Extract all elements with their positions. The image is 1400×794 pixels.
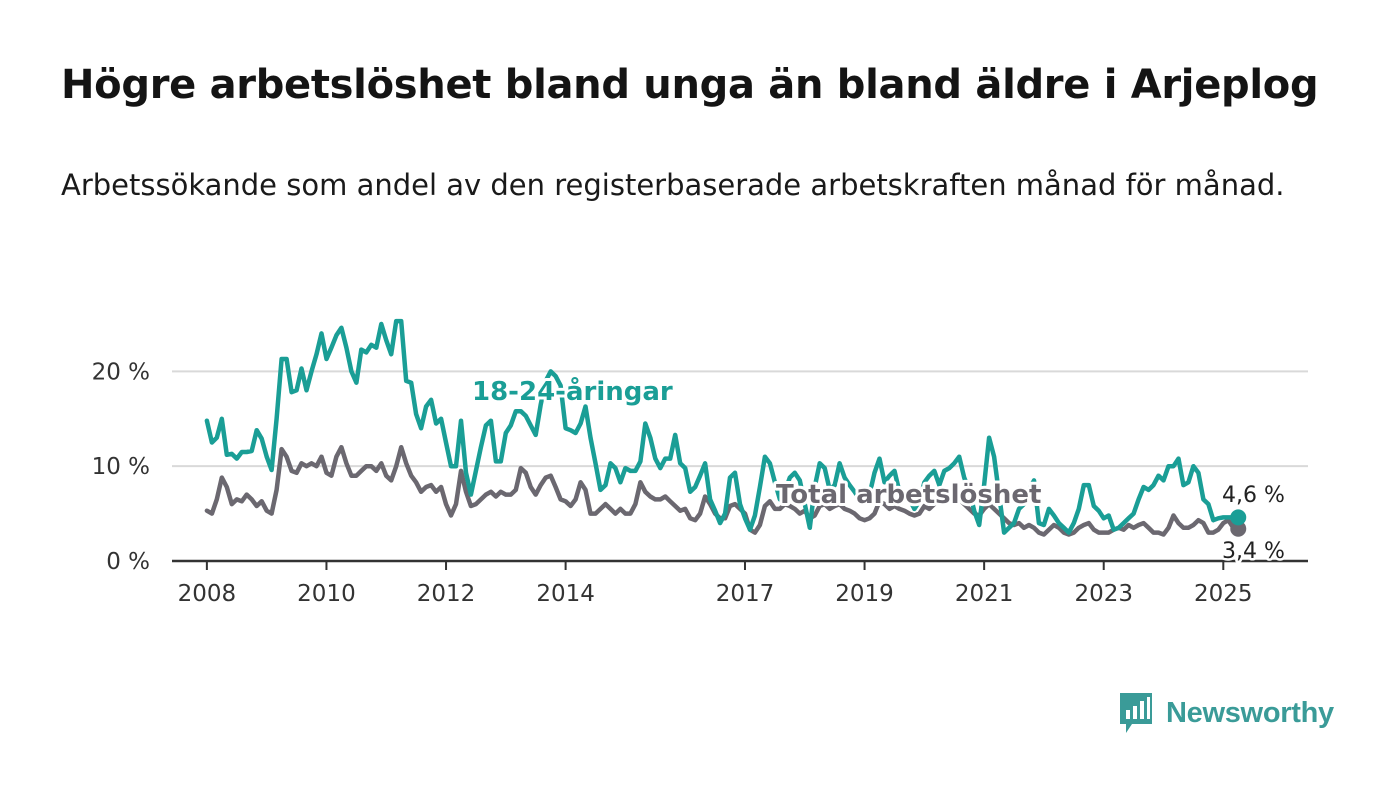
end-label-total: 3,4 % bbox=[1222, 539, 1285, 564]
brand-name: Newsworthy bbox=[1166, 696, 1334, 729]
x-tick-label: 2019 bbox=[835, 581, 894, 607]
series-label-youth: 18-24-åringar bbox=[472, 375, 673, 407]
x-tick-label: 2010 bbox=[297, 581, 356, 607]
x-axis-ticks: 2008 2010 2012 2014 2017 2019 2021 2023 2025 bbox=[172, 559, 1308, 607]
x-tick-label: 2017 bbox=[716, 581, 775, 607]
x-tick-label: 2021 bbox=[955, 581, 1014, 607]
end-point-total bbox=[1230, 520, 1247, 537]
x-tick-label: 2025 bbox=[1194, 581, 1253, 607]
gridlines bbox=[172, 370, 1308, 468]
series-lines bbox=[204, 318, 1247, 537]
page-title: Högre arbetslöshet bland unga än bland ä… bbox=[61, 62, 1319, 108]
series-line-youth bbox=[204, 318, 1241, 535]
end-point-youth bbox=[1230, 509, 1247, 526]
x-tick-label: 2008 bbox=[178, 581, 237, 607]
x-tick-label: 2014 bbox=[536, 581, 595, 607]
series-labels: 18-24-åringar Total arbetslöshet 4,6 % 3,4 … bbox=[469, 372, 1287, 567]
series-label-total: Total arbetslöshet bbox=[776, 480, 1041, 510]
x-tick-label: 2023 bbox=[1074, 581, 1133, 607]
page-subtitle: Arbetssökande som andel av den registerb… bbox=[61, 168, 1285, 202]
y-tick-label: 10 % bbox=[92, 454, 150, 480]
y-axis-ticks: 0 % 10 % 20 % bbox=[92, 359, 150, 575]
x-tick-label: 2012 bbox=[417, 581, 476, 607]
y-tick-label: 0 % bbox=[106, 549, 150, 575]
brand-logo: Newsworthy bbox=[1118, 690, 1334, 736]
y-tick-label: 20 % bbox=[92, 359, 150, 385]
end-label-youth: 4,6 % bbox=[1222, 483, 1285, 508]
bar-chart-speech-bubble-icon bbox=[1120, 693, 1152, 733]
